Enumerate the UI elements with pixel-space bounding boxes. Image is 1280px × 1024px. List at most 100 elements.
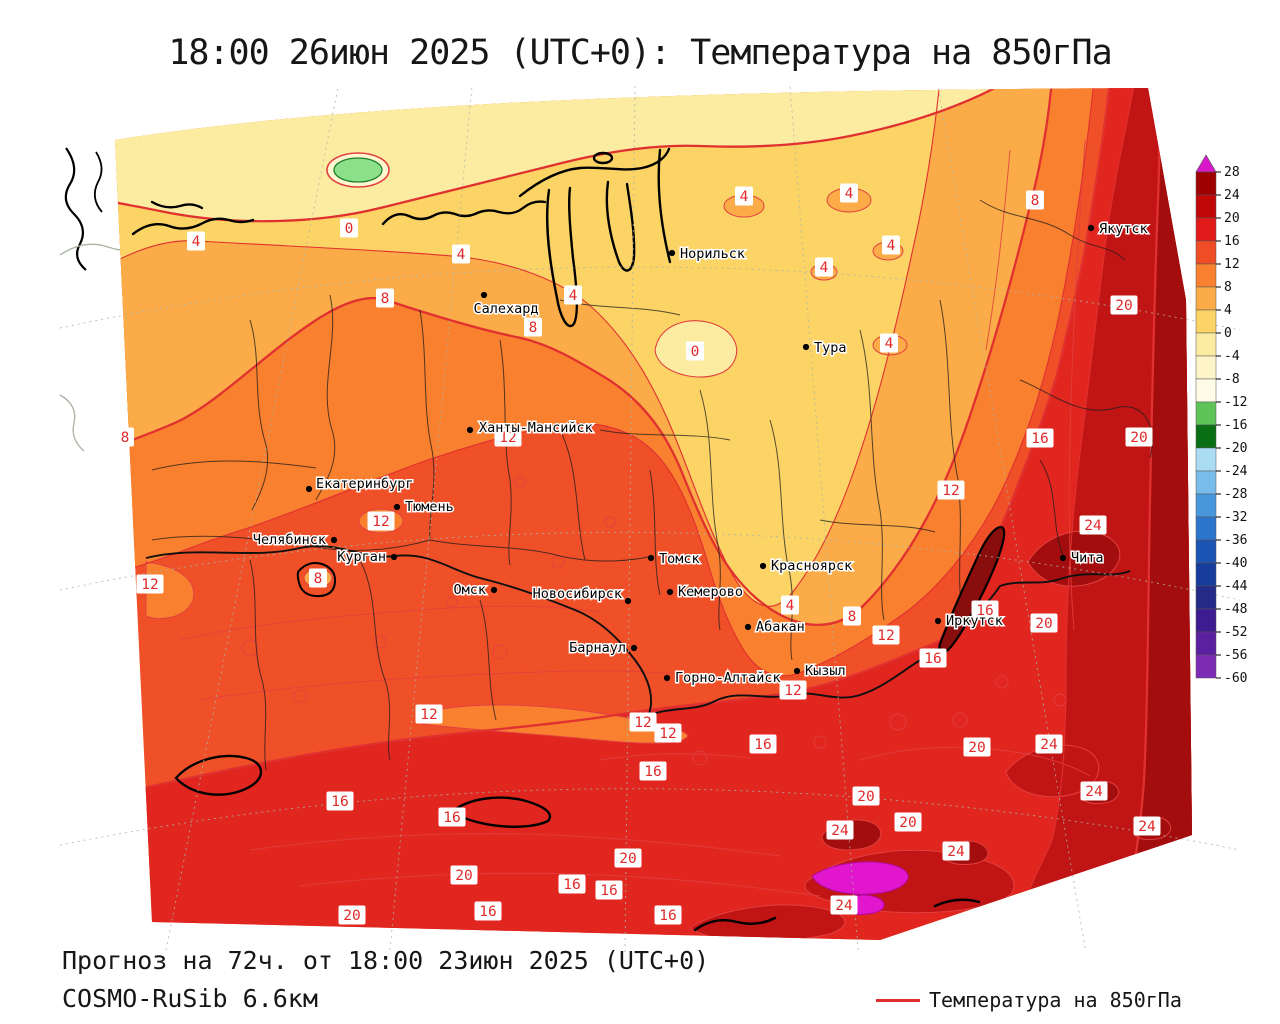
colorbar-tick-label: 28: [1224, 165, 1240, 180]
contour-label-value: 4: [192, 234, 201, 250]
colorbar-segment: [1195, 217, 1217, 242]
contour-label-value: 4: [887, 238, 896, 254]
colorbar-segment: [1195, 447, 1217, 472]
city-dot: [663, 674, 671, 682]
city-label: Тюмень: [405, 499, 454, 515]
green-spot: [333, 157, 383, 183]
contour-label: 24: [1080, 781, 1108, 801]
contour-label-box: [654, 905, 682, 925]
contour-label: 16: [438, 807, 466, 827]
contour-label-value: 20: [343, 908, 360, 924]
contour-label-value: 16: [600, 883, 617, 899]
city-label: Салехард: [473, 301, 538, 317]
contour-label-value: 16: [754, 737, 771, 753]
city-marker: Тюмень: [393, 498, 455, 517]
contour-label-value: 4: [740, 189, 749, 205]
colorbar-segment: [1195, 194, 1217, 219]
contour-label-box: [452, 244, 470, 264]
contour-label: 8: [524, 317, 542, 337]
contour-label: 20: [852, 786, 880, 806]
contour-label-value: 8: [314, 571, 323, 587]
contour-label-value: 20: [899, 815, 916, 831]
contour-label-box: [942, 841, 970, 861]
colorbar-segment: [1195, 263, 1217, 288]
contour-label: 16: [749, 734, 777, 754]
contour-label-box: [187, 231, 205, 251]
colorbar-tick-label: -44: [1224, 579, 1248, 594]
colorbar-tick-label: -8: [1224, 372, 1240, 387]
city-marker: Челябинск: [251, 531, 338, 550]
contour-label-value: 12: [499, 430, 516, 446]
contour-label-box: [840, 183, 858, 203]
city-label: Челябинск: [253, 532, 326, 548]
contour-label: 24: [830, 895, 858, 915]
city-marker: Барнаул: [568, 639, 638, 658]
colorbar-tick-label: 4: [1224, 303, 1232, 318]
contour-label-box: [937, 480, 965, 500]
contour-label-box: [781, 595, 799, 615]
contour-label-box: [309, 568, 327, 588]
contour-label-box: [558, 874, 586, 894]
city-dot: [490, 586, 498, 594]
contour-label: 20: [894, 812, 922, 832]
band-16-20: [115, 88, 1192, 940]
contour-label-box: [815, 257, 833, 277]
contour-label-value: 4: [845, 186, 854, 202]
contour-label-box: [415, 704, 443, 724]
colorbar-segment: [1195, 539, 1217, 564]
contour-label-box: [654, 723, 682, 743]
contour-label-box: [340, 218, 358, 238]
city-marker: Новосибирск: [531, 585, 632, 605]
colorbar-segment: [1195, 470, 1217, 495]
contour-label: 16: [919, 648, 947, 668]
colorbar-tick-label: -28: [1224, 487, 1247, 502]
colorbar-tick-label: -36: [1224, 533, 1247, 548]
city-marker: Омск: [452, 581, 498, 600]
colorbar-segment: [1195, 562, 1217, 587]
colorbar-tick-label: -20: [1224, 441, 1247, 456]
contour-label-box: [880, 333, 898, 353]
colorbar-tick-label: 16: [1224, 234, 1240, 249]
colorbar-segment: [1195, 585, 1217, 610]
contour-label-box: [367, 511, 395, 531]
contour-label-box: [686, 341, 704, 361]
contour-label: 8: [116, 427, 134, 447]
contour-label-value: 20: [455, 868, 472, 884]
contour-label: 8: [1026, 190, 1044, 210]
graticule: [59, 83, 1241, 953]
city-label: Курган: [337, 549, 386, 565]
contour-label-value: 4: [569, 288, 578, 304]
contour-label-box: [894, 812, 922, 832]
contour-label-box: [919, 648, 947, 668]
contour-label-value: 16: [1031, 431, 1048, 447]
contour-label-box: [136, 574, 164, 594]
city-dot: [759, 562, 767, 570]
city-marker: Томск: [647, 550, 701, 569]
city-dot: [466, 426, 474, 434]
city-label: Кемерово: [678, 584, 743, 600]
contour-label: 20: [450, 865, 478, 885]
contour-label: 4: [452, 244, 470, 264]
city-label: Барнаул: [569, 640, 626, 656]
legend-line-icon: [876, 998, 920, 1002]
colorbar-tick-label: -4: [1224, 349, 1240, 364]
kurgan-lakes: [296, 562, 337, 598]
scandinavia-coast-2-icon: [93, 151, 103, 213]
temperature-colorbar: 28 24 20 16 12 8 4 0 -4 -8 -12 -16 -20 -24 -28 -32 -36 -4…: [1195, 154, 1248, 686]
contour-label: 4: [781, 595, 799, 615]
contour-label: 20: [338, 905, 366, 925]
city-marker: Якутск: [1087, 220, 1149, 239]
colorbar-segment: [1195, 355, 1217, 380]
contour-label-box: [830, 895, 858, 915]
colorbar-segment: [1195, 378, 1217, 403]
colorbar-segment: [1195, 240, 1217, 265]
contour-label-box: [376, 288, 394, 308]
contour-label-box: [595, 880, 623, 900]
colorbar-segment: [1195, 654, 1217, 679]
contour-label: 12: [779, 680, 807, 700]
contour-label: 24: [1133, 816, 1161, 836]
contour-label: 16: [326, 791, 354, 811]
legend-label: Температура на 850гПа: [929, 988, 1182, 1012]
city-label: Екатеринбург: [316, 476, 414, 492]
contour-label-box: [564, 285, 582, 305]
